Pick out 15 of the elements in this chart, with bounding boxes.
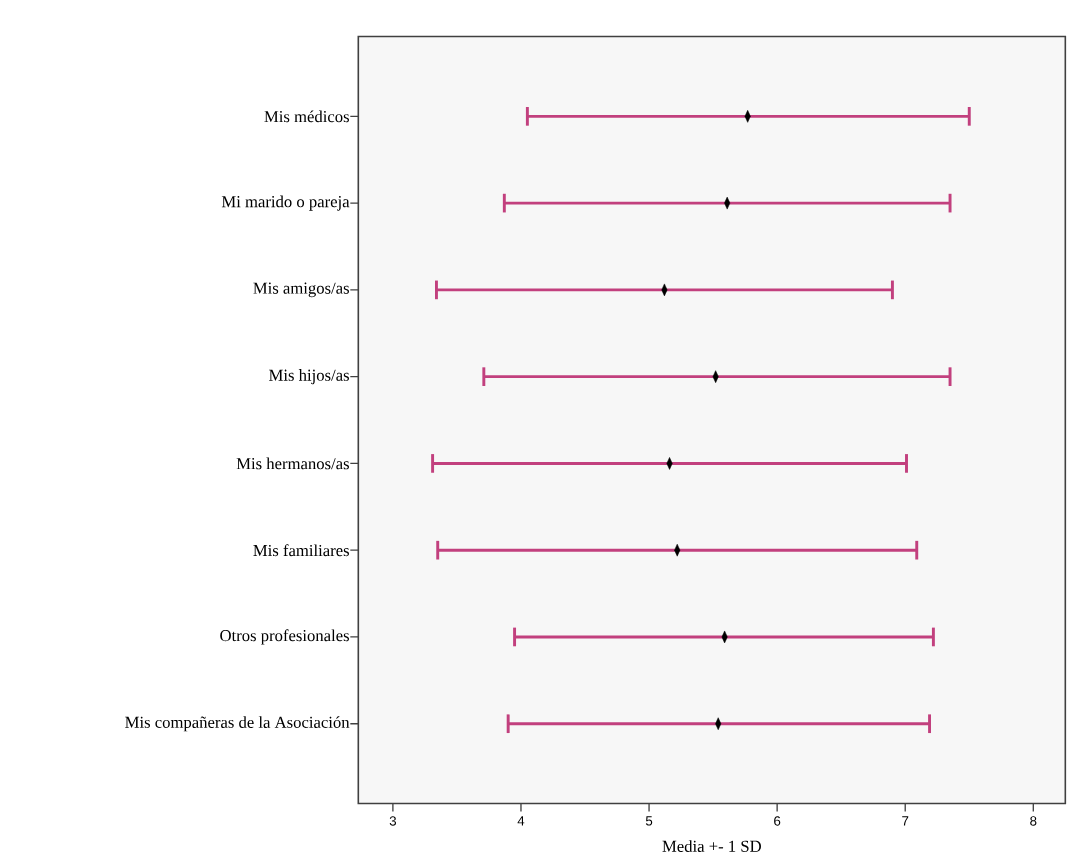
y-tick-label: Mi marido o pareja (221, 195, 350, 211)
y-tick-label: Otros profesionales (220, 629, 349, 645)
x-tick-label: 4 (517, 816, 525, 826)
y-tick-label: Mis hermanos/as (236, 457, 349, 470)
x-axis-title: Media +- 1 SD (662, 840, 761, 852)
x-tick-label: 6 (774, 816, 781, 826)
x-tick-label: 8 (1030, 816, 1037, 826)
y-tick-label: Mis médicos (264, 110, 349, 123)
y-tick-label: Mis amigos/as (253, 282, 349, 298)
y-tick-label: Mis hijos/as (269, 369, 349, 385)
y-tick-label: Mis familiares (253, 544, 349, 557)
x-tick-label: 3 (389, 816, 397, 826)
y-tick-label: Mis compañeras de la Asociación (125, 716, 350, 732)
x-tick-label: 5 (645, 816, 653, 826)
x-tick-label: 7 (902, 816, 909, 826)
